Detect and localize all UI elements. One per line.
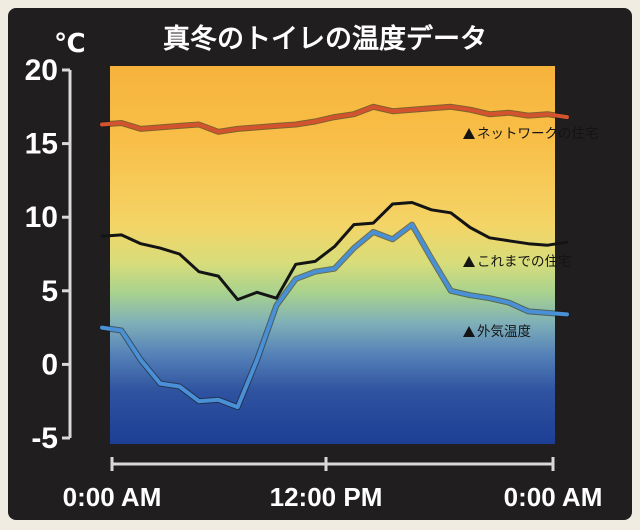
series-label-text: ネットワークの住宅: [477, 126, 599, 142]
series-line: [100, 201, 569, 302]
triangle-marker-icon: [463, 256, 475, 267]
y-tick-label: -5: [31, 422, 58, 455]
series-label: これまでの住宅: [463, 254, 572, 270]
y-axis: 20 15 10 5 0 -5: [25, 54, 72, 455]
plot-area: [110, 66, 555, 444]
triangle-marker-icon: [463, 128, 475, 139]
y-tick-label: 20: [25, 54, 58, 87]
chart-title: 真冬のトイレの温度データ: [163, 23, 487, 55]
y-tick-label: 10: [25, 201, 58, 234]
y-tick-label: 0: [41, 348, 58, 381]
x-tick-label: 12:00 PM: [270, 482, 383, 512]
series-line: [100, 104, 569, 134]
series-label-text: これまでの住宅: [477, 254, 572, 270]
series-layer: [99, 103, 570, 411]
series-label: ネットワークの住宅: [463, 126, 599, 142]
x-tick-label: 0:00 AM: [504, 482, 603, 512]
y-tick-label: 5: [41, 275, 58, 308]
triangle-marker-icon: [463, 326, 475, 337]
y-axis-unit-label: ℃: [54, 28, 85, 58]
series-label: 外気温度: [463, 324, 531, 340]
x-tick-label: 0:00 AM: [63, 482, 162, 512]
series-label-text: 外気温度: [477, 324, 531, 340]
x-axis: 0:00 AM 12:00 PM 0:00 AM: [63, 457, 603, 512]
y-tick-label: 15: [25, 128, 58, 161]
series-line: [100, 222, 569, 410]
